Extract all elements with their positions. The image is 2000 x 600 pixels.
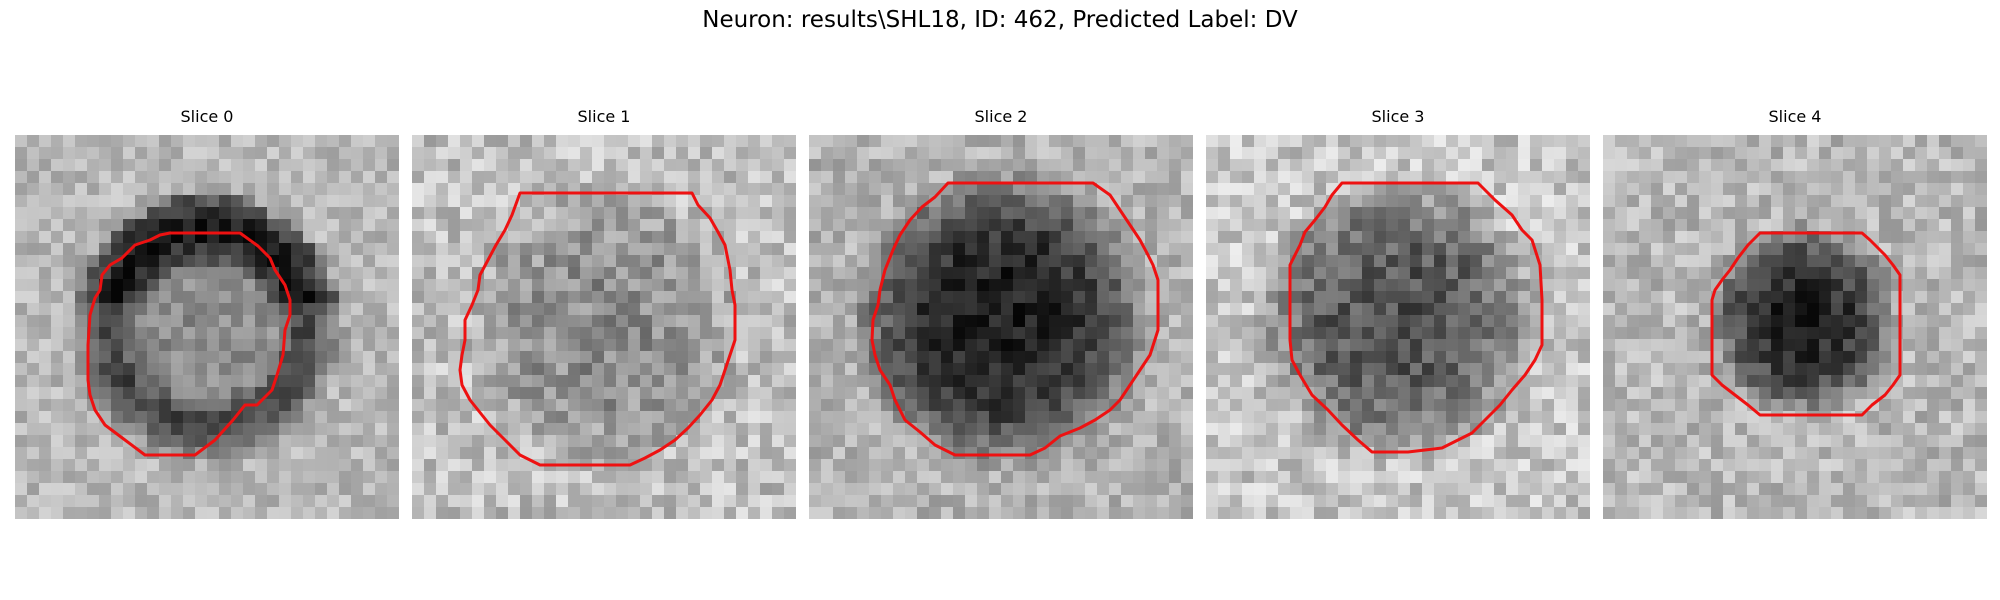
slice-title: Slice 4 bbox=[1768, 107, 1822, 126]
neuron-contour bbox=[870, 181, 1160, 457]
slice-image bbox=[809, 135, 1193, 519]
pixel-grid bbox=[15, 135, 399, 519]
slice-panel-4: Slice 4 bbox=[1603, 107, 1987, 520]
slice-panel-3: Slice 3 bbox=[1206, 107, 1590, 520]
slice-image bbox=[1603, 135, 1987, 519]
slice-panel-0: Slice 0 bbox=[15, 107, 399, 520]
slice-title: Slice 1 bbox=[577, 107, 631, 126]
pixel-grid bbox=[809, 135, 1193, 519]
neuron-contour bbox=[1710, 231, 1902, 417]
slice-image bbox=[15, 135, 399, 519]
neuron-contour bbox=[86, 231, 292, 457]
slice-panel-2: Slice 2 bbox=[809, 107, 1193, 520]
pixel-grid bbox=[412, 135, 796, 519]
slice-image bbox=[1206, 135, 1590, 519]
slice-title: Slice 0 bbox=[180, 107, 234, 126]
neuron-contour bbox=[458, 191, 737, 467]
slice-panel-1: Slice 1 bbox=[412, 107, 796, 520]
neuron-contour bbox=[1288, 181, 1544, 454]
slice-title: Slice 3 bbox=[1371, 107, 1425, 126]
pixel-grid bbox=[1206, 135, 1590, 519]
pixel-grid bbox=[1603, 135, 1987, 519]
slice-image bbox=[412, 135, 796, 519]
slice-title: Slice 2 bbox=[974, 107, 1028, 126]
figure-title: Neuron: results\SHL18, ID: 462, Predicte… bbox=[702, 7, 1298, 33]
